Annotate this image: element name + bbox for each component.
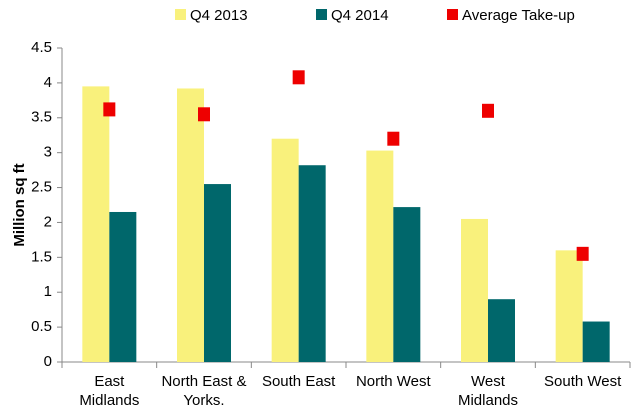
bar	[488, 299, 515, 362]
legend-swatch	[316, 9, 327, 20]
y-axis-label: Million sq ft	[11, 163, 28, 246]
legend-swatch	[175, 9, 186, 20]
bar	[366, 150, 394, 362]
x-tick-label: West Midlands	[457, 373, 518, 409]
legend-swatch	[447, 9, 458, 20]
bar	[204, 184, 231, 362]
bar	[271, 138, 299, 362]
bar	[298, 165, 326, 362]
bar	[393, 207, 421, 362]
y-tick-label: 4.5	[31, 39, 52, 56]
bar	[582, 321, 610, 362]
marker	[576, 246, 589, 261]
y-tick-label: 3	[44, 144, 52, 161]
y-tick-label: 3.5	[31, 109, 52, 126]
legend-label: Average Take-up	[462, 7, 575, 24]
y-tick-label: 0	[44, 353, 52, 370]
y-tick-label: 4	[44, 74, 52, 91]
legend-label: Q4 2013	[190, 7, 248, 24]
x-tick-label: South East	[261, 373, 336, 390]
bar	[82, 86, 110, 362]
x-tick-label: North West	[355, 373, 431, 390]
x-tick-label: South West	[544, 373, 622, 390]
bar	[555, 250, 583, 362]
legend-label: Q4 2014	[331, 7, 389, 24]
y-tick-label: 2.5	[31, 179, 52, 196]
bar	[109, 211, 137, 362]
bar	[461, 218, 488, 362]
y-tick-label: 0.5	[31, 318, 52, 335]
y-tick-label: 2	[44, 213, 52, 230]
marker	[103, 102, 116, 117]
marker	[387, 131, 400, 146]
y-tick-label: 1	[44, 283, 52, 300]
x-tick-label: North East & Yorks.	[161, 373, 247, 409]
y-tick-label: 1.5	[31, 248, 52, 265]
marker	[482, 103, 494, 118]
marker	[292, 70, 305, 85]
marker	[198, 107, 210, 122]
bar	[177, 88, 204, 363]
x-tick-label: East Midlands	[79, 373, 140, 409]
